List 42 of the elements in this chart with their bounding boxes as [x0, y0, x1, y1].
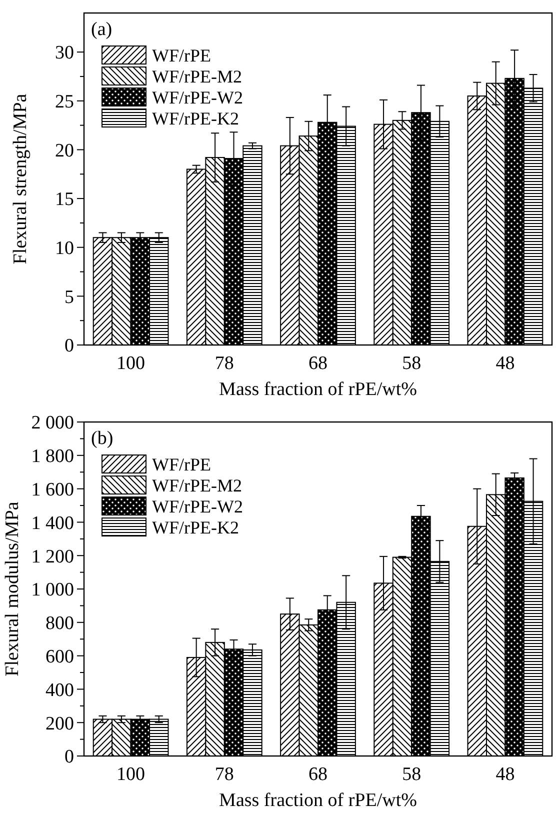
legend-label: WF/rPE-W2 — [152, 87, 243, 108]
y-tick-label: 600 — [46, 646, 74, 668]
x-tick-label: 68 — [308, 353, 328, 374]
legend-label: WF/rPE — [152, 45, 212, 66]
x-tick-label: 78 — [214, 353, 234, 374]
annotation: (a) — [91, 19, 112, 40]
legend-label: WF/rPE-M2 — [152, 475, 242, 496]
legend-label: WF/rPE-W2 — [152, 496, 243, 516]
y-axis-title: Flexural modulus/MPa — [2, 501, 23, 676]
y-tick-label: 30 — [55, 42, 74, 64]
y-tick-label: 800 — [46, 613, 74, 634]
x-tick-label: 48 — [496, 353, 515, 374]
x-tick-label: 100 — [116, 353, 146, 374]
x-tick-label: 68 — [308, 764, 328, 785]
y-tick-label: 10 — [55, 238, 74, 260]
y-tick-label: 1 000 — [31, 580, 74, 601]
y-tick-label: 25 — [55, 92, 74, 113]
x-tick-label: 78 — [214, 764, 234, 785]
y-tick-label: 5 — [64, 286, 74, 308]
y-tick-label: 0 — [64, 336, 74, 357]
legend-label: WF/rPE-K2 — [152, 517, 239, 538]
y-tick-label: 1 200 — [31, 546, 74, 568]
x-axis-title: Mass fraction of rPE/wt% — [219, 379, 418, 400]
y-tick-label: 200 — [46, 713, 74, 734]
y-tick-label: 1 800 — [31, 446, 74, 468]
y-tick-label: 1 600 — [31, 479, 74, 500]
annotation: (b) — [91, 428, 114, 449]
y-tick-label: 2 000 — [31, 412, 74, 434]
legend-label: WF/rPE-K2 — [152, 108, 239, 128]
legend-label: WF/rPE — [152, 454, 212, 474]
y-tick-label: 0 — [64, 746, 74, 768]
x-tick-label: 58 — [402, 353, 422, 374]
y-tick-label: 15 — [55, 189, 74, 210]
x-tick-label: 58 — [402, 764, 422, 785]
legend-label: WF/rPE-M2 — [152, 66, 242, 86]
x-tick-label: 48 — [496, 764, 515, 785]
y-axis-title: Flexural strength/MPa — [10, 93, 31, 264]
x-axis-title: Mass fraction of rPE/wt% — [219, 790, 418, 811]
y-tick-label: 1 400 — [31, 512, 74, 534]
y-tick-label: 20 — [55, 140, 74, 162]
x-tick-label: 100 — [116, 764, 146, 785]
y-tick-label: 400 — [46, 680, 74, 701]
